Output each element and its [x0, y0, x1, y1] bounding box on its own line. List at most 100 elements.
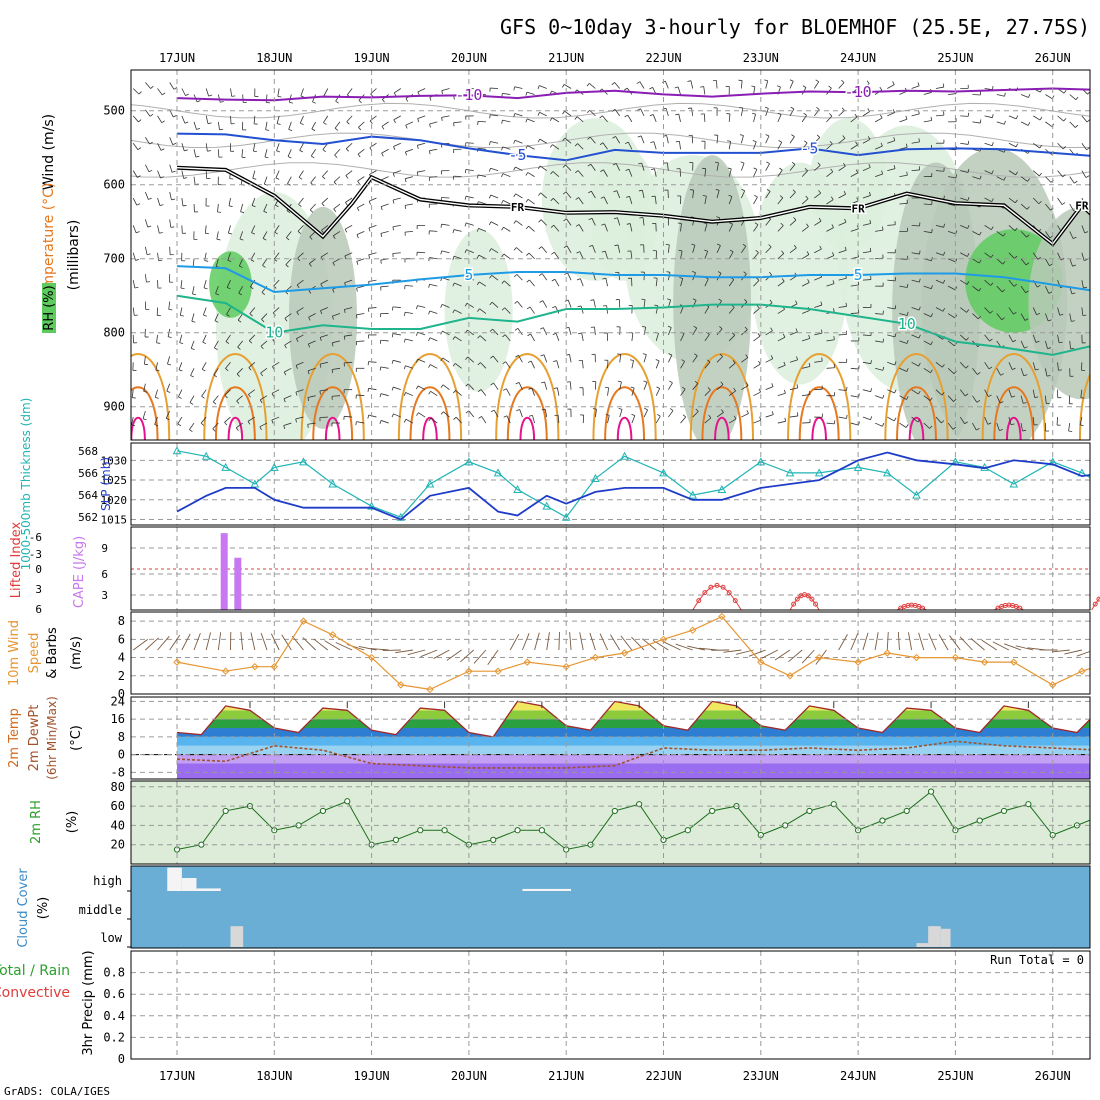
wind-barb-flag [251, 205, 256, 208]
wind-barb-flag [192, 293, 197, 296]
wind-barb [393, 386, 401, 391]
wind-barb [298, 197, 304, 205]
wind-barb [430, 417, 438, 424]
wind-barb [826, 227, 834, 232]
wind-barb-flag [131, 424, 136, 427]
wind-barb [1057, 362, 1059, 371]
wind-barb [899, 340, 908, 344]
rh2m-point [636, 801, 643, 808]
top-date-label: 26JUN [1035, 51, 1071, 65]
wind-barb [283, 395, 292, 400]
wind-barb [1057, 115, 1064, 122]
wind-barb [467, 329, 475, 336]
credit-label: GrADS: COLA/IGES [4, 1085, 110, 1098]
wind-barb-flag [380, 260, 382, 264]
wind-barb-flag [905, 424, 909, 428]
wind-barb-flag [894, 333, 897, 338]
wind-barb-flag [844, 246, 847, 251]
wind-barb-flag [501, 146, 504, 151]
rh2m-point [1025, 801, 1032, 808]
wind-barb-flag [990, 282, 994, 286]
wind-barb-flag [694, 353, 698, 357]
wind-speed-point [426, 685, 434, 694]
wind-barb-flag [1046, 375, 1051, 377]
wind-barb-flag [332, 235, 336, 239]
wind-barb-flag [393, 92, 397, 97]
wind-barb [704, 306, 710, 314]
wind-barb-flag [322, 176, 326, 180]
bottom-date-label: 23JUN [743, 1069, 779, 1083]
wind-barb-flag [626, 195, 630, 198]
wind-barb-flag [931, 257, 933, 261]
wind-barb-flag [248, 367, 252, 371]
thickness-point [785, 468, 795, 477]
precip-tick-label: 0.6 [103, 987, 125, 1001]
rh2m-point [417, 827, 424, 834]
wind-barb [310, 176, 316, 184]
wind-barb [1032, 307, 1037, 315]
wind-barb-flag [808, 362, 811, 367]
wind-barb [263, 203, 268, 212]
wind-barb-flag [356, 287, 358, 292]
wind-barb [668, 410, 674, 418]
slp-tick-label: 1025 [101, 474, 128, 487]
wind-barb-flag [312, 101, 316, 104]
wind-barb-flag [845, 302, 847, 307]
wind-barb [899, 118, 908, 123]
lifted-index-tick-label: 6 [35, 603, 42, 616]
wind-barb [947, 258, 956, 263]
wind10m-barb [433, 649, 450, 659]
wind-barb-flag [200, 422, 205, 426]
wind-barb [1094, 122, 1099, 129]
wind10m-barb [509, 633, 520, 651]
wind-barb-flag [343, 336, 346, 340]
wind10m-tick-label: 2 [118, 669, 125, 683]
wind-barb [356, 285, 365, 289]
wind-barb-flag [333, 181, 337, 185]
wind10m-barb [370, 648, 389, 651]
thickness-point [561, 512, 571, 521]
wind-barb-flag [284, 344, 287, 349]
wind-barb-flag [717, 271, 722, 274]
wind-barb [643, 409, 648, 418]
wind-barb-flag [829, 113, 833, 117]
wind-barb-flag [135, 259, 140, 261]
wind-barb-flag [744, 326, 748, 330]
wind-barb-flag [649, 114, 654, 117]
thickness-point [299, 457, 308, 466]
wind-barb [259, 395, 268, 401]
wind-barb-flag [952, 426, 957, 430]
wind-barb-flag [731, 332, 736, 336]
wind-barb [740, 135, 744, 144]
wind-barb-flag [228, 205, 233, 207]
wind-barb-flag [784, 417, 787, 422]
wind-barb [923, 395, 931, 401]
contour-label: 5 [854, 266, 863, 284]
wind-barb-flag [416, 385, 419, 390]
thickness-point [464, 457, 474, 466]
wind-barb [453, 121, 462, 124]
wind-barb-flag [669, 408, 674, 411]
wind-barb [628, 169, 633, 177]
wind-barb-flag [781, 278, 785, 282]
wind-barb [1092, 396, 1094, 404]
wind-barb-flag [308, 317, 311, 321]
wind-barb [503, 280, 511, 287]
wind-barb-flag [1084, 231, 1089, 234]
wind-barb-flag [226, 287, 231, 290]
wind-barb-flag [988, 366, 993, 370]
wind-barb [984, 389, 989, 397]
wind-barb [1008, 142, 1017, 148]
wind-barb [368, 197, 377, 202]
rh2m-point [611, 807, 618, 815]
wind-barb-flag [149, 113, 154, 117]
cloud-bar [940, 928, 951, 947]
wind-barb-flag [943, 195, 945, 200]
top-date-label: 19JUN [354, 51, 390, 65]
wind-barb-flag [416, 412, 419, 416]
wind-barb-flag [833, 308, 835, 312]
cape-tick-label: 6 [101, 568, 108, 581]
wind-barb [132, 88, 140, 95]
wind-barb-flag [138, 91, 142, 95]
wind-barb [157, 88, 163, 96]
